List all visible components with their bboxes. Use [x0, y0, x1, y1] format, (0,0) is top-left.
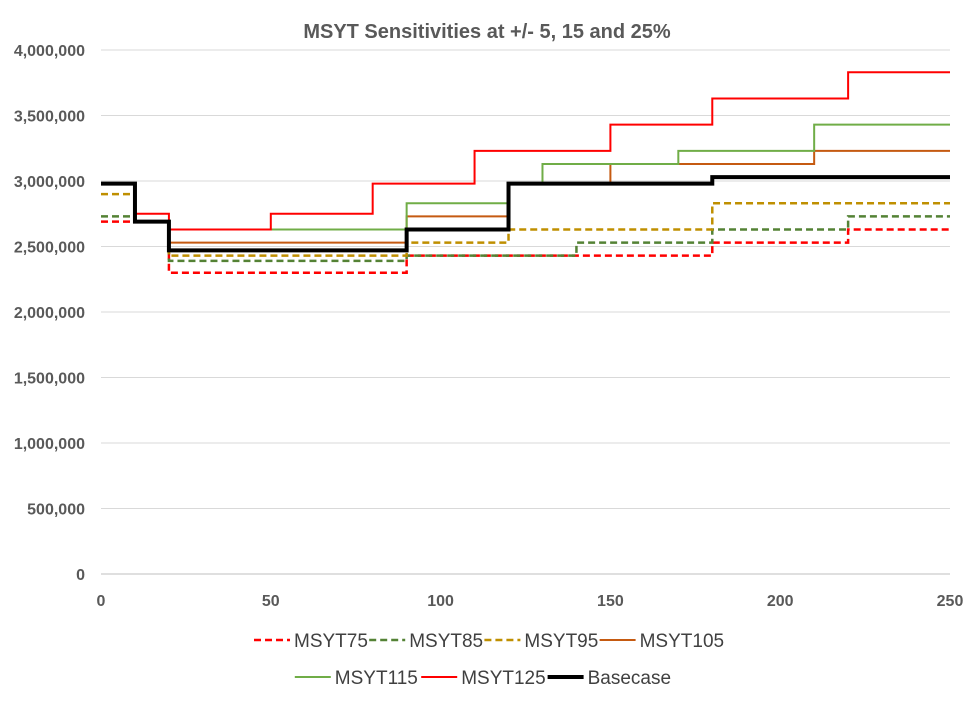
- legend-label: MSYT125: [461, 668, 545, 689]
- y-tick-label: 0: [76, 567, 85, 584]
- gridlines: [101, 49, 950, 509]
- legend-label: Basecase: [588, 668, 671, 689]
- y-tick-label: 1,000,000: [14, 436, 85, 453]
- legend-label: MSYT105: [640, 631, 724, 652]
- legend-item-msyt105: MSYT105: [599, 631, 724, 652]
- y-tick-label: 3,500,000: [14, 109, 85, 126]
- x-tick-labels: 0 50 100 150 200 250: [97, 593, 964, 610]
- y-tick-labels: 0 500,000 1,000,000 1,500,000 2,000,000 2,500…: [14, 43, 85, 584]
- series-line-msyt75: [101, 220, 950, 274]
- legend-label: MSYT75: [294, 631, 368, 652]
- legend-label: MSYT115: [335, 668, 418, 689]
- y-tick-label: 500,000: [27, 502, 85, 519]
- y-tick-label: 4,000,000: [14, 43, 85, 60]
- legend-item-msyt75: MSYT75: [254, 631, 368, 652]
- chart-title: MSYT Sensitivities at +/- 5, 15 and 25%: [303, 21, 671, 43]
- x-tick-label: 200: [767, 593, 794, 610]
- legend-label: MSYT85: [409, 631, 483, 652]
- y-tick-label: 2,000,000: [14, 305, 85, 322]
- series-line-msyt125: [101, 71, 950, 231]
- legend-item-basecase: Basecase: [547, 668, 671, 689]
- x-tick-label: 150: [597, 593, 624, 610]
- x-tick-label: 0: [97, 593, 106, 610]
- series-lines: [101, 71, 950, 274]
- legend-label: MSYT95: [524, 631, 598, 652]
- series-line-basecase: [101, 175, 950, 253]
- legend: MSYT75 MSYT85 MSYT95 MSYT105 MSYT115 MSYT125 B…: [254, 631, 724, 689]
- legend-item-msyt95: MSYT95: [484, 631, 598, 652]
- x-tick-label: 250: [937, 593, 964, 610]
- y-tick-label: 1,500,000: [14, 371, 85, 388]
- legend-item-msyt85: MSYT85: [369, 631, 483, 652]
- y-tick-label: 2,500,000: [14, 240, 85, 257]
- legend-item-msyt125: MSYT125: [421, 668, 546, 689]
- x-tick-label: 50: [262, 593, 280, 610]
- legend-item-msyt115: MSYT115: [294, 668, 418, 689]
- y-tick-label: 3,000,000: [14, 174, 85, 191]
- x-tick-label: 100: [427, 593, 454, 610]
